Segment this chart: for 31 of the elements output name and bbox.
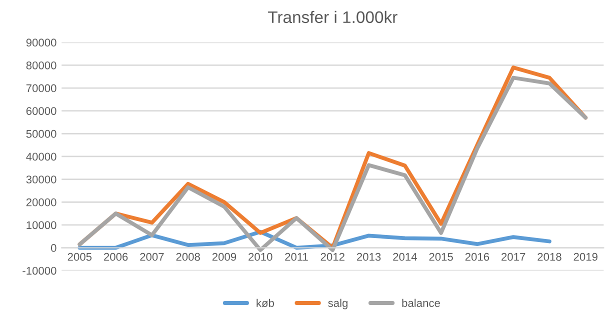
x-tick-label: 2006 (104, 252, 128, 261)
y-tick-label: -10000 (22, 266, 56, 275)
y-tick-label: 40000 (26, 152, 56, 161)
x-tick-label: 2013 (356, 252, 381, 261)
x-tick-label: 2009 (212, 252, 236, 261)
y-tick-label: 50000 (26, 130, 56, 138)
legend-label: køb (256, 298, 274, 308)
x-tick-label: 2019 (574, 252, 598, 261)
x-tick-label: 2008 (176, 252, 200, 261)
y-tick-label: 0 (50, 244, 56, 252)
x-tick-label: 2015 (429, 252, 453, 261)
x-tick-label: 2005 (68, 252, 92, 261)
y-tick-label: 70000 (26, 84, 56, 92)
y-tick-label: 10000 (26, 221, 56, 230)
x-tick-label: 2017 (502, 252, 526, 261)
x-tick-label: 2014 (393, 252, 417, 261)
line-series (78, 230, 552, 250)
x-tick-label: 2010 (248, 252, 272, 261)
legend-label: salg (328, 298, 348, 310)
chart-title: Transfer i 1.000kr (268, 10, 398, 24)
y-tick-label: 20000 (26, 198, 56, 206)
x-tick-label: 2011 (285, 252, 308, 261)
y-tick-label: 80000 (26, 61, 56, 70)
x-tick-label: 2018 (538, 252, 562, 261)
x-tick-label: 2012 (320, 252, 344, 261)
x-tick-label: 2007 (140, 252, 164, 261)
x-tick-label: 2016 (465, 252, 490, 261)
y-tick-label: 90000 (26, 38, 56, 47)
y-tick-label: 60000 (26, 107, 56, 115)
y-tick-label: 30000 (26, 176, 56, 184)
legend-label: balance (402, 298, 440, 307)
